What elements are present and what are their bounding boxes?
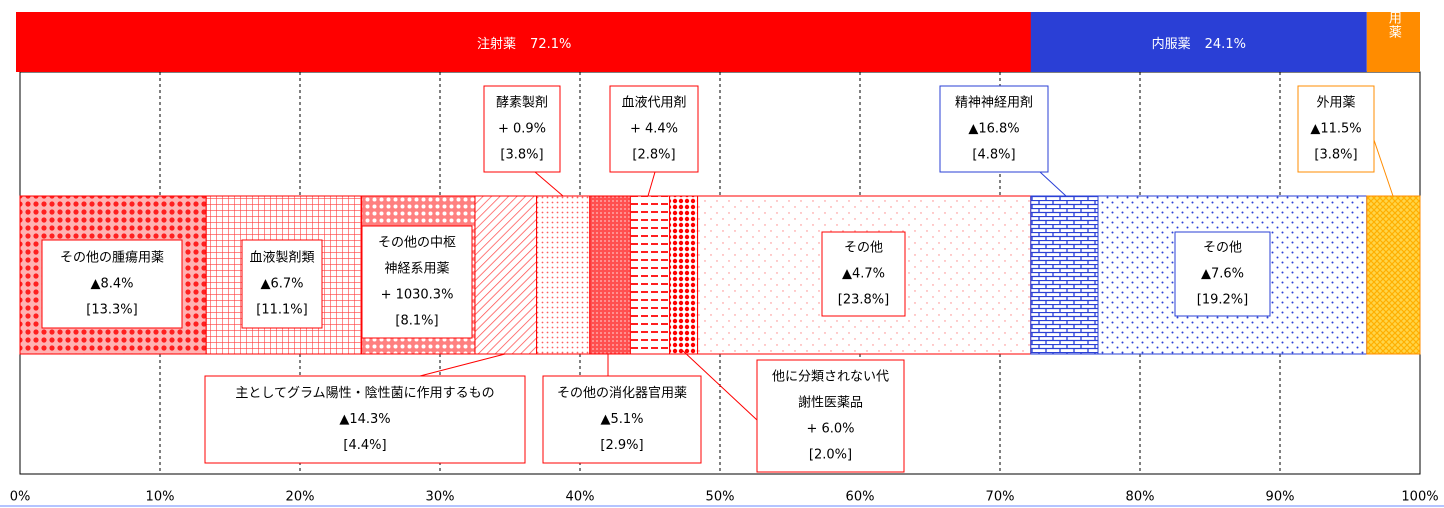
bar-segment <box>629 195 671 355</box>
segment-label: ▲16.8% <box>968 122 1019 137</box>
segment-label: + 1030.3% <box>381 288 454 303</box>
segment-label: その他 <box>844 241 883 256</box>
segment-label: その他の中枢 <box>378 236 456 251</box>
label-box <box>41 239 183 329</box>
segment-label: 神経系用薬 <box>384 262 449 277</box>
segment-label: ▲11.5% <box>1310 122 1361 137</box>
header-block <box>1030 12 1367 72</box>
x-tick-label: 70% <box>986 490 1015 505</box>
segment-label: ▲14.3% <box>339 412 390 427</box>
leader-line <box>1039 171 1067 197</box>
segment-label: [3.8%] <box>1314 148 1357 163</box>
bar-segment <box>589 195 631 355</box>
segment-label: [4.8%] <box>972 148 1015 163</box>
label-box <box>1297 85 1375 173</box>
segment-label: [13.3%] <box>86 303 137 318</box>
segment-label: 謝性医薬品 <box>798 396 863 411</box>
bar-segment <box>1030 195 1099 355</box>
segment-label: 精神神経用剤 <box>955 95 1033 111</box>
segment-label: + 6.0% <box>806 422 854 437</box>
label-box <box>361 225 473 339</box>
segment-label: [11.1%] <box>256 303 307 318</box>
segment-label: [23.8%] <box>838 293 889 308</box>
segment-label: 血液製剤類 <box>249 250 314 266</box>
segment-label: その他の腫瘍用薬 <box>60 250 164 266</box>
segment-label: ▲6.7% <box>260 277 303 292</box>
segment-label: その他の消化器官用薬 <box>557 385 687 401</box>
header-name: 注射薬 <box>477 36 516 52</box>
x-tick-label: 90% <box>1266 490 1295 505</box>
label-box <box>609 85 699 173</box>
segment-label: + 0.9% <box>498 122 546 137</box>
header-label: 注射薬 72.1% <box>477 36 571 52</box>
bar-segment <box>474 195 538 355</box>
segment-label: [8.1%] <box>395 314 438 329</box>
segment-label: ▲5.1% <box>600 412 643 427</box>
segment-label: 他に分類されない代 <box>772 370 889 385</box>
x-tick-label: 40% <box>566 490 595 505</box>
x-tick-label: 60% <box>846 490 875 505</box>
segment-label: [2.8%] <box>632 148 675 163</box>
label-box <box>483 85 561 173</box>
x-tick-label: 10% <box>146 490 175 505</box>
header-value: 24.1% <box>1205 37 1246 52</box>
leader-line <box>419 353 506 377</box>
bar-segment <box>536 195 591 355</box>
segment-label: ▲7.6% <box>1201 267 1244 282</box>
label-box <box>241 239 323 329</box>
header-label: 外用薬 <box>1386 0 1402 39</box>
label-box <box>1174 231 1271 317</box>
segment-label: 血液代用剤 <box>621 95 686 111</box>
leader-line <box>1373 139 1394 197</box>
x-tick-label: 50% <box>706 490 735 505</box>
bar-segment <box>1366 195 1421 355</box>
segment-label: [2.0%] <box>809 448 852 463</box>
header-label: 内服薬 24.1% <box>1152 36 1246 52</box>
x-tick-label: 100% <box>1401 490 1438 505</box>
segment-label: ▲4.7% <box>842 267 885 282</box>
leader-line <box>534 171 564 197</box>
x-tick-label: 0% <box>10 490 31 505</box>
x-tick-label: 20% <box>286 490 315 505</box>
bar-segment <box>669 195 699 355</box>
segment-label: [2.9%] <box>600 438 643 453</box>
leader-line <box>681 349 758 421</box>
label-box <box>756 359 905 473</box>
label-box <box>204 375 526 464</box>
segment-label: 主としてグラム陽性・陰性菌に作用するもの <box>235 386 494 401</box>
segment-label: [4.4%] <box>343 438 386 453</box>
segment-label: ▲8.4% <box>90 277 133 292</box>
segment-label: + 4.4% <box>630 122 678 137</box>
segment-label: 酵素製剤 <box>496 95 548 111</box>
segment-label: [19.2%] <box>1197 293 1248 308</box>
label-box <box>821 231 906 317</box>
x-tick-label: 30% <box>426 490 455 505</box>
leader-line <box>647 171 656 197</box>
label-box <box>542 375 702 464</box>
header-name: 内服薬 <box>1152 36 1191 52</box>
header-block <box>1366 12 1420 72</box>
header-value: 72.1% <box>530 37 571 52</box>
label-box <box>939 85 1049 173</box>
segment-label: [3.8%] <box>500 148 543 163</box>
segment-label: 外用薬 <box>1316 96 1355 111</box>
x-tick-label: 80% <box>1126 490 1155 505</box>
header-block <box>16 12 1033 72</box>
segment-label: その他 <box>1203 241 1242 256</box>
